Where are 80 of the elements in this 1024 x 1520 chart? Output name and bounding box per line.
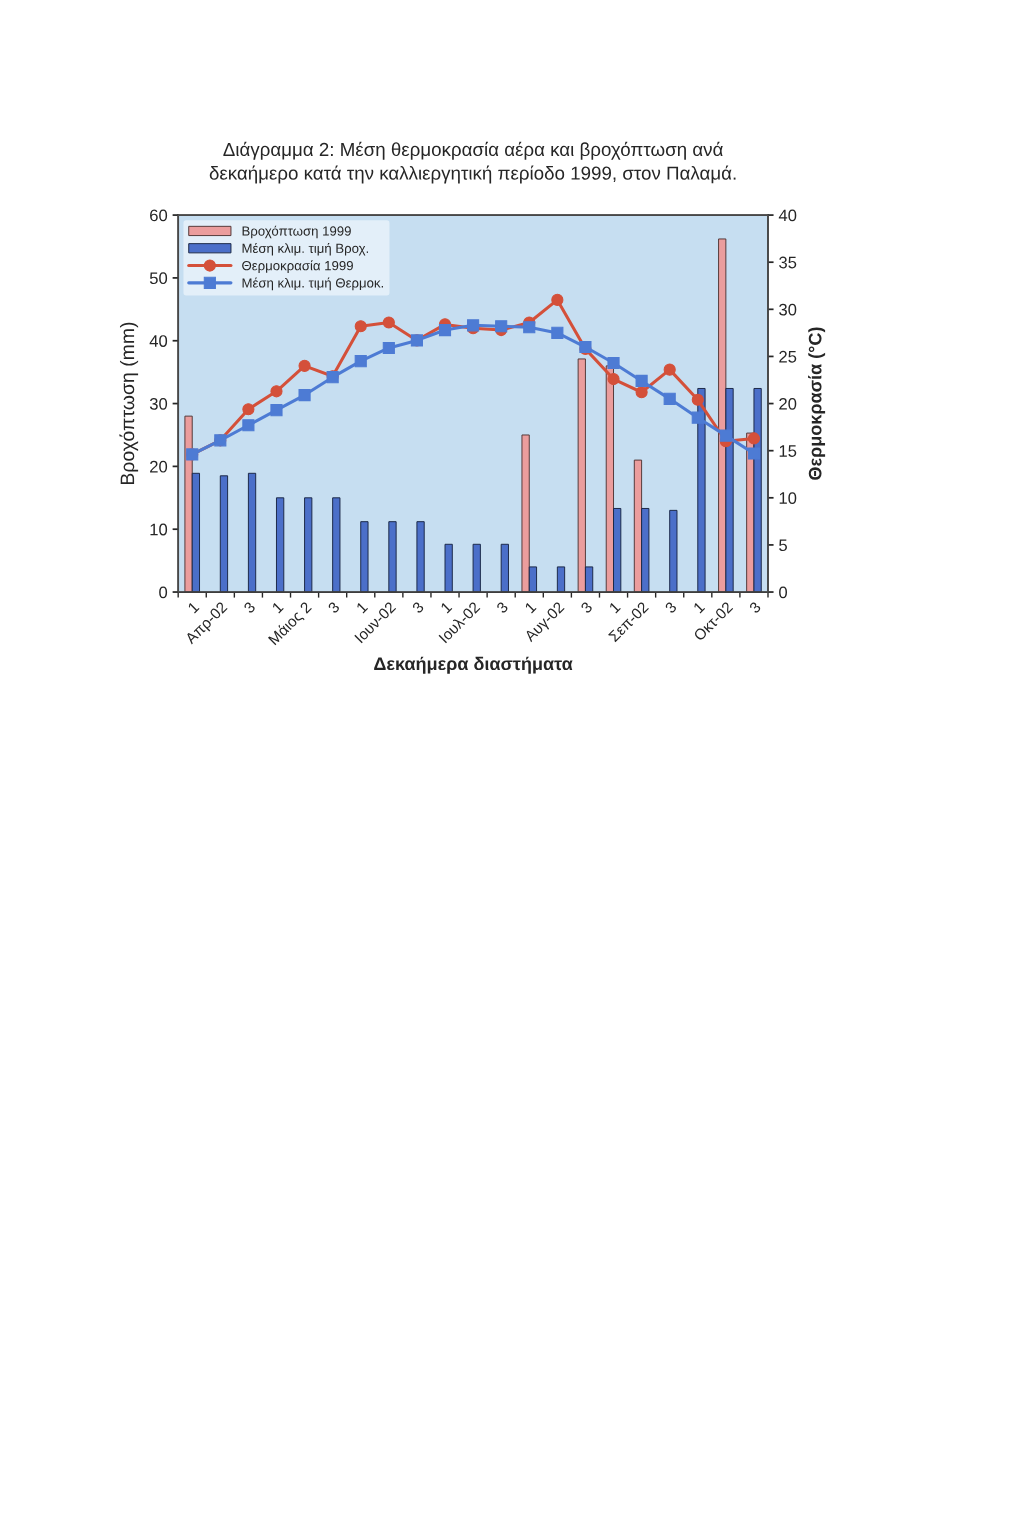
point [663,363,676,376]
point [607,356,620,370]
bar [528,566,538,593]
point [747,447,761,460]
y2-tick-label: 5 [779,539,787,552]
point [242,419,255,432]
bar [556,566,566,593]
x-axis-title: Δεκαήμερα διαστήματα [374,656,573,674]
point [691,393,704,406]
bar [669,509,678,593]
bar [275,497,285,593]
x-tick-label: 3 [327,601,341,614]
chart-title: Διάγραμμα 2: Μέση θερμοκρασία αέρα και βροχόπτωση ανά δεκαήμερο κατά την καλλιεργητική περίοδο 1999, στον Παλαμά. [209,141,736,184]
bar [472,543,481,593]
bar [500,543,509,593]
x-tick-label: 3 [495,601,509,614]
bar [360,521,369,593]
y-tick-label: 30 [149,397,168,410]
y-tick-label: 40 [149,335,168,347]
bar [304,497,313,593]
point [298,389,311,402]
y2-tick-label: 20 [779,397,797,410]
legend-label: Θερμοκρασία 1999 [242,260,353,273]
bar [718,238,727,593]
x-tick-label: 1 [271,601,284,614]
y-tick-label: 10 [150,523,168,536]
y-axis-title: Βροχόπτωση (mm) [119,322,139,485]
point [495,320,508,333]
bar [219,475,229,593]
y-tick-label: 20 [150,460,168,473]
bar [191,472,201,593]
point [551,293,564,306]
bar [416,521,425,593]
bar [444,543,453,593]
y2-tick-label: 40 [778,209,797,222]
bar [521,434,530,593]
x-tick-label: 3 [580,601,593,614]
point [691,411,704,424]
y2-tick-label: 10 [779,492,797,504]
legend-label: Μέση κλιμ. τιμή Θερμοκ. [242,277,383,291]
bar [641,507,650,593]
bar [613,507,622,593]
y-tick-label: 50 [149,272,168,285]
point [382,341,395,355]
point [438,323,452,337]
point [354,320,367,333]
y-tick-label: 60 [150,209,168,222]
legend-label: Μέση κλιμ. τιμή Βροχ. [242,242,369,256]
y2-tick-label: 30 [779,303,797,316]
point [298,359,311,372]
bar [332,497,341,593]
point [270,385,283,398]
x-tick-label: 3 [411,601,425,614]
point [607,372,620,386]
x-tick-label: 3 [243,601,256,614]
point [354,355,367,368]
legend-label: Βροχόπτωση 1999 [242,225,351,239]
point [635,386,648,399]
bar [184,415,193,593]
y2-tick-label: 35 [779,256,797,269]
point [242,403,255,416]
point [719,429,732,442]
x-tick-label: 3 [748,601,762,614]
point [747,432,761,445]
x-tick-label: 3 [664,601,678,614]
bar [388,521,397,593]
point [663,392,676,405]
y2-tick-label: 15 [779,445,797,457]
y2-tick-label: 0 [779,586,788,599]
y2-axis-title: Θερμοκρασία (°C) [808,327,826,480]
point [635,374,648,388]
bar [584,566,594,593]
point [382,316,395,329]
bar [577,358,586,593]
bar [247,472,257,593]
point [270,404,283,417]
point [551,326,564,339]
point [523,321,536,334]
y-tick-label: 0 [159,586,168,599]
y2-tick-label: 25 [779,350,797,363]
